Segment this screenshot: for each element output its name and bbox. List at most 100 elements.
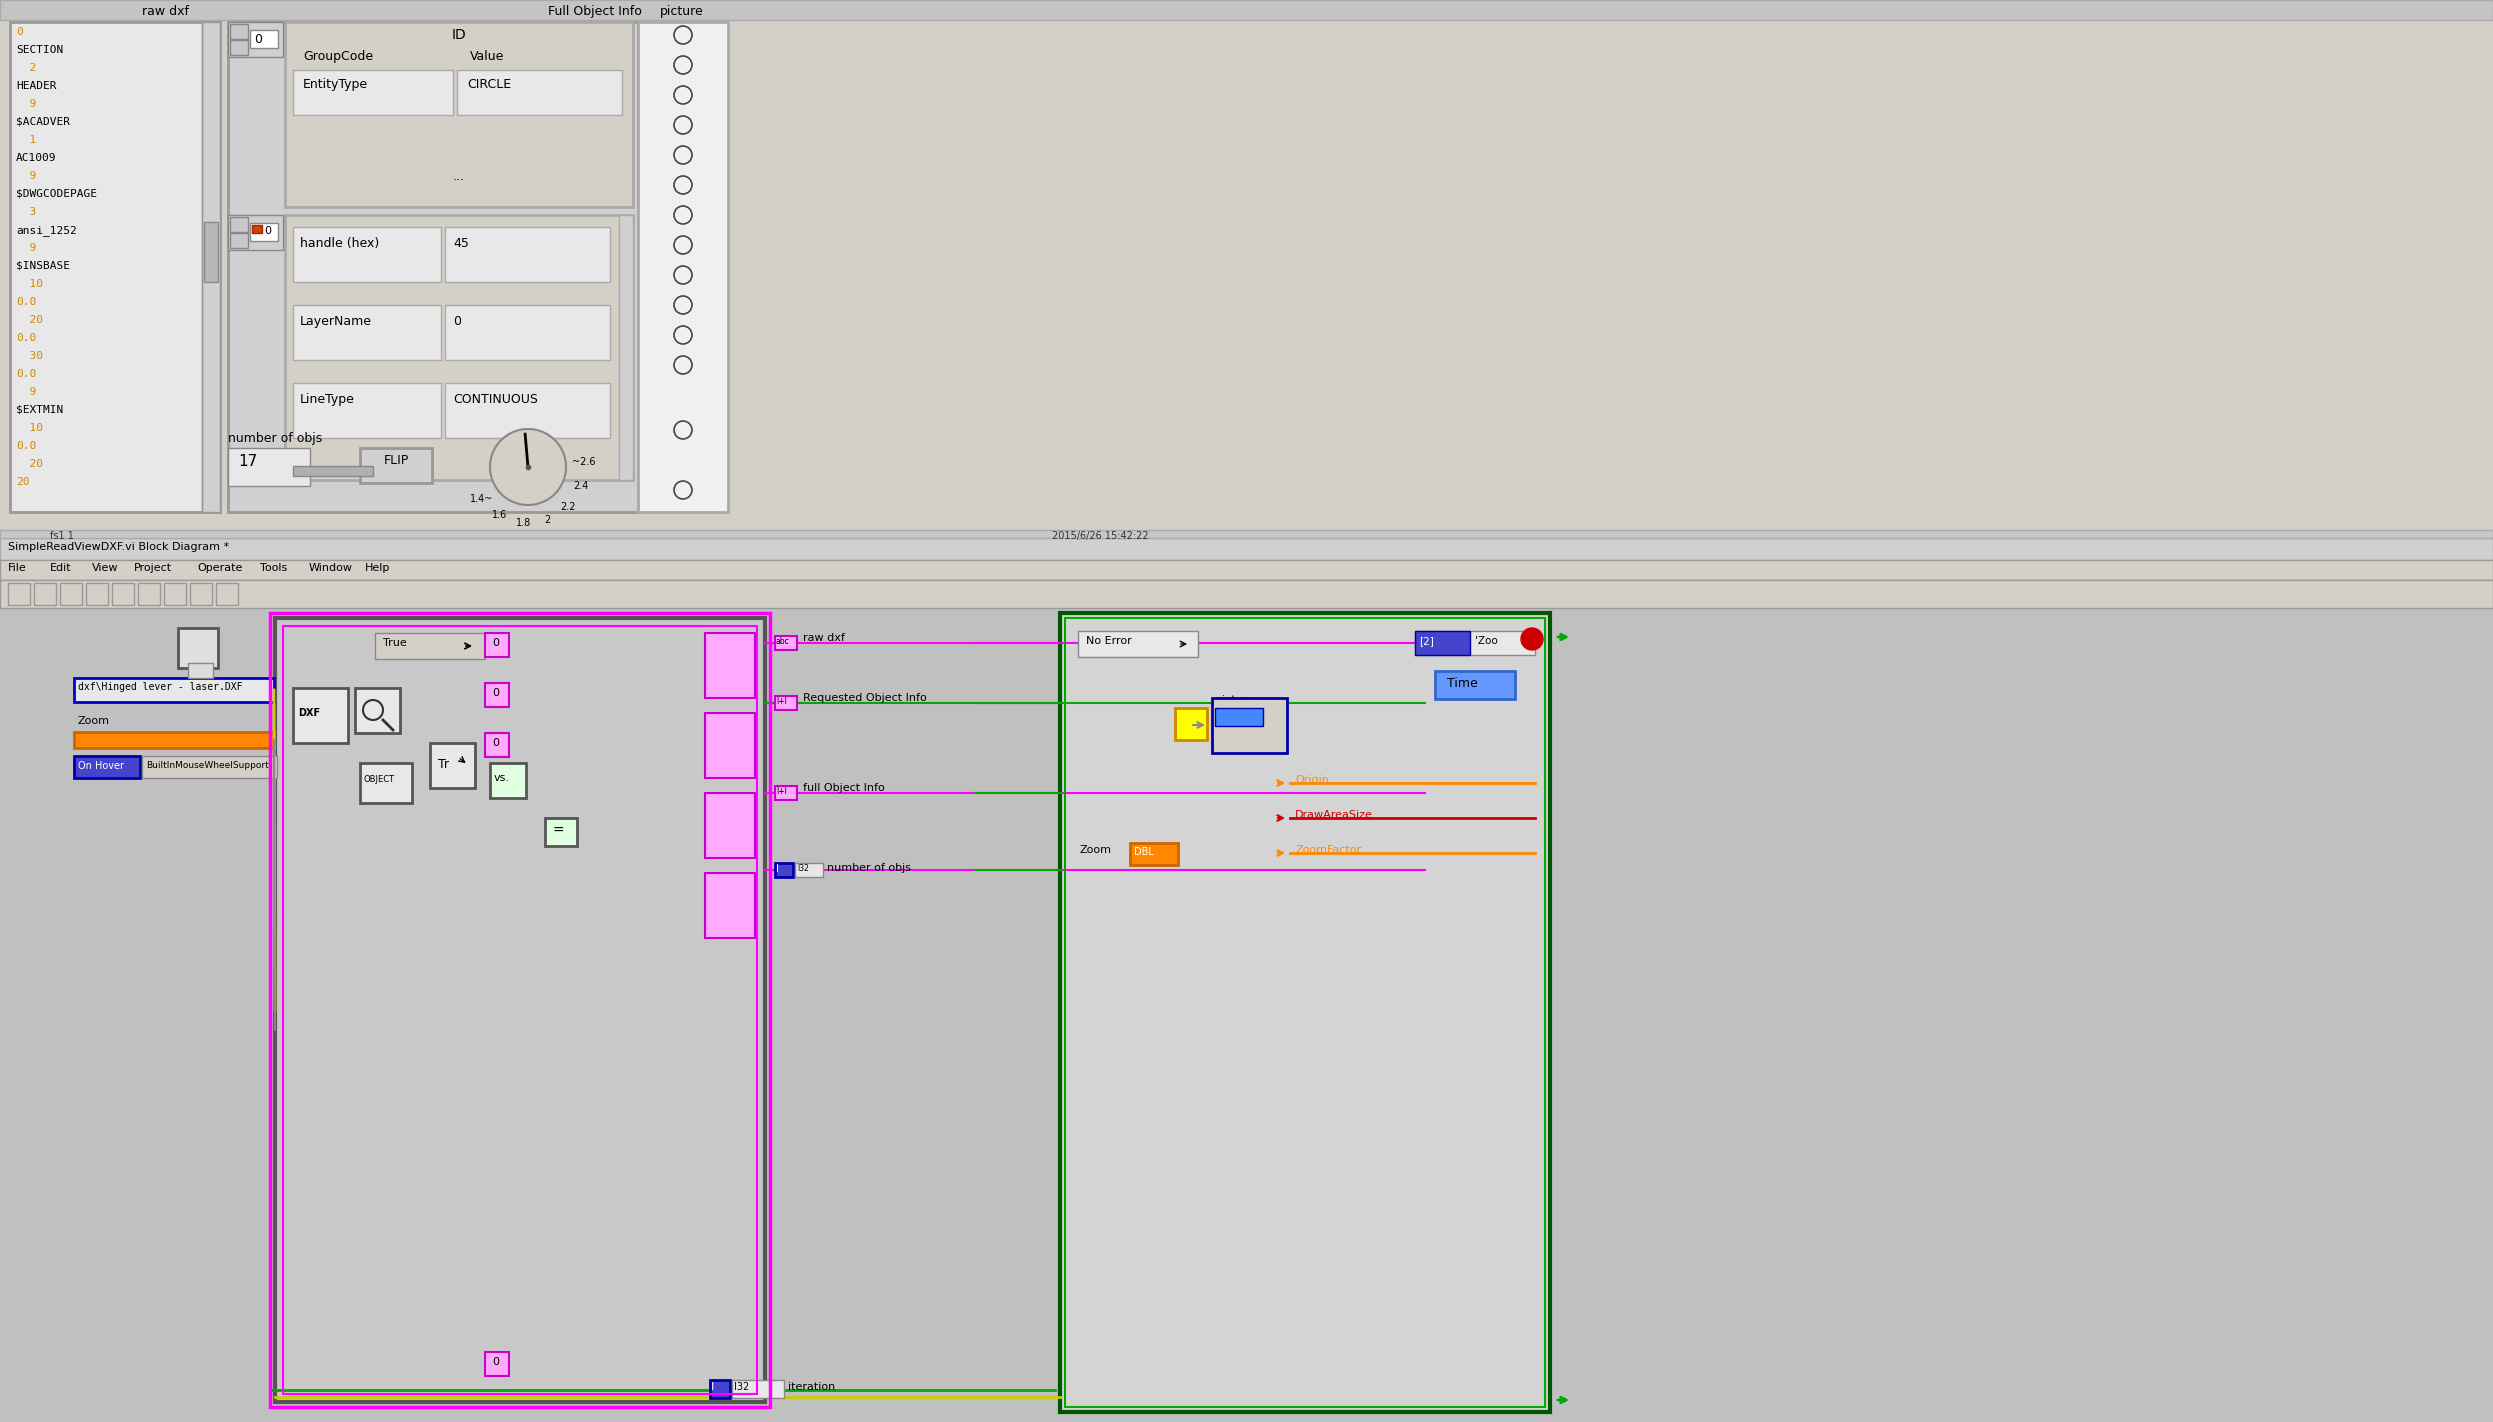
Text: Project: Project [135, 563, 172, 573]
Text: True: True [384, 638, 406, 648]
Text: I32: I32 [733, 1382, 750, 1392]
Text: SimpleReadViewDXF.vi Block Diagram *: SimpleReadViewDXF.vi Block Diagram * [7, 542, 229, 552]
Bar [1060, 613, 1551, 1412]
Bar [618, 215, 633, 481]
Bar [1416, 631, 1471, 656]
Bar [733, 1379, 783, 1398]
Text: number of objs: number of objs [828, 863, 910, 873]
Text: Time: Time [1446, 677, 1478, 690]
Text: 30: 30 [15, 351, 42, 361]
Bar [249, 30, 279, 48]
Text: raw dxf: raw dxf [142, 6, 189, 18]
Text: raw dxf: raw dxf [803, 633, 845, 643]
Bar [706, 793, 755, 857]
Text: EntityType: EntityType [304, 78, 369, 91]
Bar [204, 222, 217, 282]
Bar [0, 560, 2493, 580]
Bar [7, 583, 30, 604]
Text: I32: I32 [798, 865, 808, 873]
Bar [269, 613, 770, 1406]
Bar [795, 863, 823, 877]
Text: CONTINUOUS: CONTINUOUS [454, 392, 538, 407]
Text: File: File [7, 563, 27, 573]
Text: I+I: I+I [775, 697, 788, 705]
Text: picture: picture [661, 6, 703, 18]
Text: DrawAreaSize: DrawAreaSize [1294, 811, 1374, 820]
Text: ID: ID [451, 28, 466, 43]
Text: vs.: vs. [494, 774, 511, 784]
Text: 10: 10 [15, 422, 42, 434]
Text: I: I [775, 865, 778, 875]
Bar [706, 712, 755, 778]
Bar [0, 580, 2493, 609]
Text: iteration: iteration [788, 1382, 835, 1392]
Text: 17: 17 [237, 454, 257, 469]
Bar [60, 583, 82, 604]
Bar [1065, 619, 1546, 1406]
Text: 9: 9 [15, 100, 37, 109]
Text: 1.4~: 1.4~ [471, 493, 494, 505]
Text: Value: Value [471, 50, 504, 63]
Text: 0.0: 0.0 [15, 441, 37, 451]
Text: full Object Info: full Object Info [803, 784, 885, 793]
Text: 2.4: 2.4 [573, 481, 588, 491]
Text: Tools: Tools [259, 563, 287, 573]
Bar [359, 448, 431, 483]
Text: HEADER: HEADER [15, 81, 57, 91]
Text: ansi_1252: ansi_1252 [15, 225, 77, 236]
Bar [229, 40, 247, 55]
Bar [274, 619, 765, 1402]
Text: I+I: I+I [775, 786, 788, 796]
Bar [294, 304, 441, 360]
Bar [227, 21, 284, 57]
Text: AC1009: AC1009 [15, 154, 57, 164]
Bar [227, 21, 638, 512]
Text: 1.8: 1.8 [516, 518, 531, 528]
Text: =: = [553, 823, 563, 838]
Bar [202, 21, 219, 512]
Bar [359, 764, 411, 803]
Text: DBL: DBL [1134, 848, 1154, 857]
Text: handle (hex): handle (hex) [299, 237, 379, 250]
Bar [165, 583, 187, 604]
Bar [294, 228, 441, 282]
Bar [1212, 698, 1286, 754]
Bar [0, 0, 2493, 530]
Bar [638, 21, 728, 512]
Text: 0: 0 [454, 316, 461, 328]
Bar [491, 764, 526, 798]
Text: 10: 10 [15, 279, 42, 289]
Bar [75, 757, 140, 778]
Bar [775, 786, 798, 801]
Text: 0.0: 0.0 [15, 333, 37, 343]
Bar [137, 583, 160, 604]
Bar [217, 583, 237, 604]
Bar [486, 1352, 509, 1376]
Text: 0: 0 [491, 688, 499, 698]
Bar [187, 663, 212, 678]
Bar [294, 688, 349, 744]
Text: dxf\Hinged lever - laser.DXF: dxf\Hinged lever - laser.DXF [77, 683, 242, 693]
Text: 2.2: 2.2 [561, 502, 576, 512]
Bar [486, 683, 509, 707]
Text: ...: ... [454, 171, 466, 183]
Bar [75, 678, 274, 702]
Text: 0.0: 0.0 [15, 368, 37, 380]
Bar [0, 609, 2493, 1422]
Bar [10, 21, 219, 512]
Bar [249, 223, 279, 240]
Text: 0: 0 [491, 638, 499, 648]
Text: 0.0: 0.0 [15, 297, 37, 307]
Bar [546, 818, 576, 846]
Bar [444, 228, 611, 282]
Bar [354, 688, 399, 732]
Bar [142, 757, 277, 778]
Text: 0: 0 [15, 27, 22, 37]
Text: 3: 3 [15, 208, 37, 218]
Bar [0, 538, 2493, 560]
Text: SECTION: SECTION [15, 46, 62, 55]
Bar [429, 744, 476, 788]
Text: number of objs: number of objs [227, 432, 322, 445]
Bar [189, 583, 212, 604]
Text: Operate: Operate [197, 563, 242, 573]
